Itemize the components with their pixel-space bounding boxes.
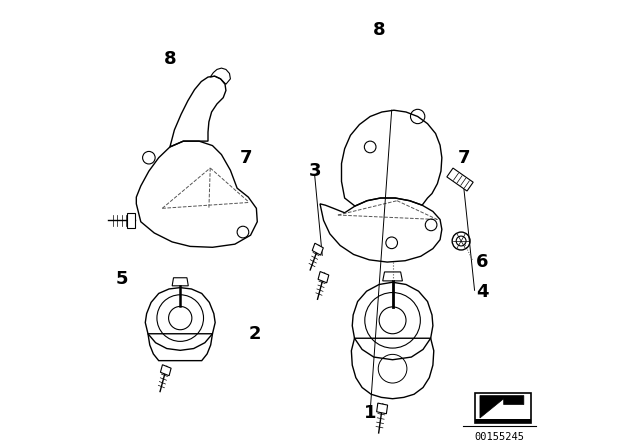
Polygon shape <box>161 365 171 376</box>
Text: 3: 3 <box>308 162 321 180</box>
Text: 7: 7 <box>240 149 252 167</box>
Text: 2: 2 <box>249 325 261 343</box>
Text: 5: 5 <box>116 270 128 288</box>
Polygon shape <box>447 168 473 191</box>
Text: 1: 1 <box>364 404 376 422</box>
Polygon shape <box>376 403 388 414</box>
Text: 6: 6 <box>476 253 488 271</box>
Bar <box>475 419 531 423</box>
Text: 8: 8 <box>164 50 176 68</box>
Text: 4: 4 <box>476 283 488 301</box>
Text: 8: 8 <box>373 22 385 39</box>
Text: 7: 7 <box>458 149 470 167</box>
Polygon shape <box>480 396 524 418</box>
Text: 00155245: 00155245 <box>474 432 524 442</box>
Polygon shape <box>127 213 136 228</box>
Bar <box>475 393 531 423</box>
Polygon shape <box>318 271 329 283</box>
Polygon shape <box>312 243 323 255</box>
